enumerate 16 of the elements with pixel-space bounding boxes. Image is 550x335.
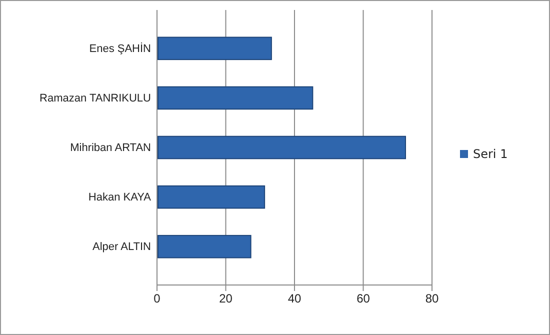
x-tick-label: 60 — [356, 292, 370, 306]
bar — [158, 185, 266, 209]
x-tick-label: 20 — [219, 292, 233, 306]
bar — [158, 136, 406, 160]
y-tick-label: Alper ALTIN — [92, 241, 152, 254]
bar — [158, 86, 314, 110]
legend-label: Seri 1 — [473, 147, 508, 161]
bar — [158, 36, 272, 60]
y-tick-label: Ramazan TANRIKULU — [40, 92, 152, 104]
y-tick-label: Enes ŞAHİN — [89, 42, 152, 55]
bar — [158, 234, 252, 258]
x-tick-label: 80 — [425, 292, 439, 306]
y-tick-label: Hakan KAYA — [88, 192, 152, 204]
x-tick-label: 40 — [288, 292, 302, 306]
x-tick-label: 0 — [154, 292, 161, 306]
y-tick-label: Mihriban ARTAN — [70, 142, 152, 154]
